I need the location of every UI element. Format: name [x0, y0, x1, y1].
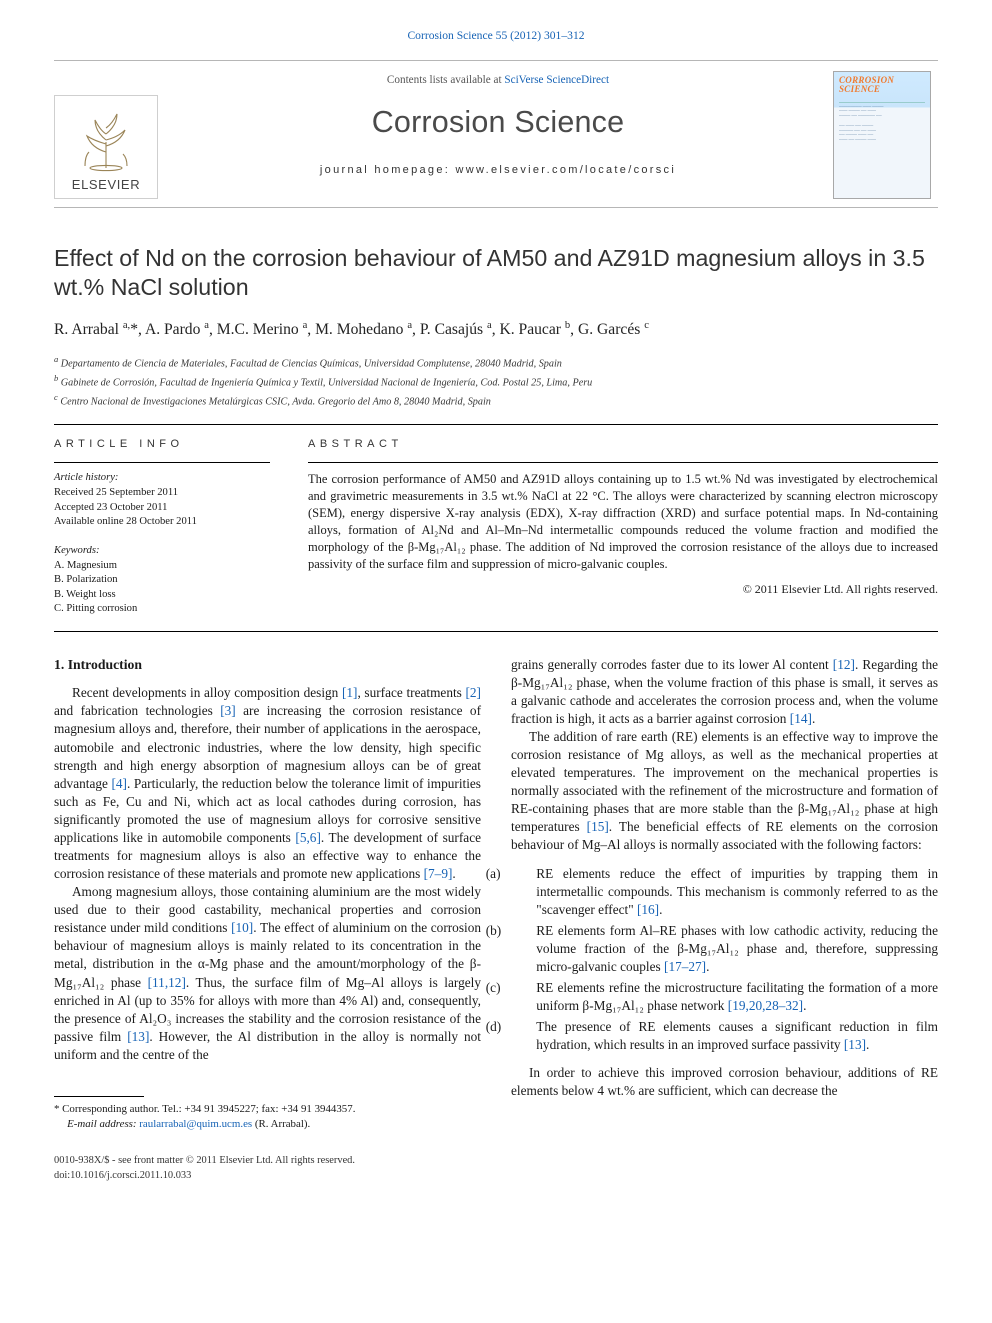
contents-line: Contents lists available at SciVerse Sci…: [180, 73, 816, 88]
history-accepted: Accepted 23 October 2011: [54, 501, 270, 515]
footnote-email: E-mail address: raularrabal@quim.ucm.es …: [54, 1117, 481, 1132]
ref-link[interactable]: [11,12]: [148, 975, 186, 990]
affiliation-a: a Departamento de Ciencia de Materiales,…: [54, 353, 938, 372]
journal-cover-col: CORROSION SCIENCE ──────── ─── ─────── ─…: [826, 71, 938, 199]
ref-link[interactable]: [13]: [844, 1037, 866, 1052]
ref-link[interactable]: [16]: [637, 902, 659, 917]
keyword: B. Polarization: [54, 573, 270, 587]
footer: 0010-938X/$ - see front matter © 2011 El…: [54, 1154, 938, 1182]
front-matter-line: 0010-938X/$ - see front matter © 2011 El…: [54, 1154, 938, 1168]
ref-link[interactable]: [15]: [587, 819, 609, 834]
history-online: Available online 28 October 2011: [54, 515, 270, 529]
para: Among magnesium alloys, those containing…: [54, 883, 481, 1064]
affiliation-b: b Gabinete de Corrosión, Facultad de Ing…: [54, 372, 938, 391]
authors: R. Arrabal a,*, A. Pardo a, M.C. Merino …: [54, 319, 938, 340]
ref-link[interactable]: [2]: [465, 685, 481, 700]
ref-link[interactable]: [7–9]: [424, 866, 453, 881]
ref-link[interactable]: [13]: [127, 1029, 149, 1044]
journal-homepage: journal homepage: www.elsevier.com/locat…: [180, 163, 816, 178]
para: The addition of rare earth (RE) elements…: [511, 728, 938, 855]
ref-link[interactable]: [1]: [342, 685, 358, 700]
abstract-head: ABSTRACT: [308, 437, 938, 452]
abstract-block: ABSTRACT The corrosion performance of AM…: [308, 437, 938, 617]
ref-link[interactable]: [14]: [790, 711, 812, 726]
para: grains generally corrodes faster due to …: [511, 656, 938, 728]
ref-link[interactable]: [3]: [220, 703, 236, 718]
homepage-prefix: journal homepage:: [320, 164, 456, 176]
contents-prefix: Contents lists available at: [387, 74, 504, 86]
affiliations: a Departamento de Ciencia de Materiales,…: [54, 353, 938, 411]
affiliation-c: c Centro Nacional de Investigaciones Met…: [54, 391, 938, 410]
ref-link[interactable]: [19,20,28–32]: [728, 998, 803, 1013]
column-right: grains generally corrodes faster due to …: [511, 656, 938, 1133]
ref-link[interactable]: [17–27]: [664, 959, 706, 974]
doi-line: doi:10.1016/j.corsci.2011.10.033: [54, 1169, 938, 1183]
citation-link[interactable]: Corrosion Science 55 (2012) 301–312: [407, 29, 584, 42]
elsevier-tree-icon: [71, 106, 141, 172]
masthead: ELSEVIER Contents lists available at Sci…: [54, 60, 938, 208]
info-row: ARTICLE INFO Article history: Received 2…: [54, 437, 938, 617]
list-item: (b)RE elements form Al–RE phases with lo…: [536, 922, 938, 976]
rule-top: [54, 424, 938, 425]
list-item: (d)The presence of RE elements causes a …: [536, 1018, 938, 1054]
list-item: (c)RE elements refine the microstructure…: [536, 979, 938, 1015]
article-info-head: ARTICLE INFO: [54, 437, 270, 452]
abstract-text: The corrosion performance of AM50 and AZ…: [308, 471, 938, 573]
ref-link[interactable]: [10]: [231, 920, 253, 935]
publisher-name: ELSEVIER: [72, 176, 140, 194]
para: In order to achieve this improved corros…: [511, 1064, 938, 1100]
homepage-url[interactable]: www.elsevier.com/locate/corsci: [455, 164, 676, 176]
journal-name: Corrosion Science: [180, 102, 816, 143]
publisher-logo: ELSEVIER: [54, 95, 158, 199]
article-info: ARTICLE INFO Article history: Received 2…: [54, 437, 270, 617]
ref-link[interactable]: [12]: [833, 657, 855, 672]
footnote-rule: [54, 1096, 144, 1097]
keywords-label: Keywords:: [54, 544, 270, 558]
corresponding-footnote: * Corresponding author. Tel.: +34 91 394…: [54, 1102, 481, 1133]
keyword: C. Pitting corrosion: [54, 602, 270, 616]
keyword: A. Magnesium: [54, 559, 270, 573]
masthead-center: Contents lists available at SciVerse Sci…: [170, 71, 826, 199]
list-item: (a)RE elements reduce the effect of impu…: [536, 865, 938, 919]
citation-line: Corrosion Science 55 (2012) 301–312: [54, 28, 938, 44]
history-received: Received 25 September 2011: [54, 486, 270, 500]
rule-bottom: [54, 631, 938, 632]
factor-list: (a)RE elements reduce the effect of impu…: [511, 865, 938, 1055]
keyword: B. Weight loss: [54, 588, 270, 602]
sciencedirect-link[interactable]: SciVerse ScienceDirect: [504, 74, 609, 86]
para: Recent developments in alloy composition…: [54, 684, 481, 883]
column-left: 1. Introduction Recent developments in a…: [54, 656, 481, 1133]
article-title: Effect of Nd on the corrosion behaviour …: [54, 244, 938, 303]
history-label: Article history:: [54, 471, 270, 485]
journal-cover: CORROSION SCIENCE ──────── ─── ─────── ─…: [833, 71, 931, 199]
section-head-intro: 1. Introduction: [54, 656, 481, 675]
body-columns: 1. Introduction Recent developments in a…: [54, 656, 938, 1133]
ref-link[interactable]: [5,6]: [295, 830, 320, 845]
email-link[interactable]: raularrabal@quim.ucm.es: [139, 1118, 252, 1130]
ref-link[interactable]: [4]: [111, 776, 127, 791]
publisher-logo-col: ELSEVIER: [54, 71, 170, 199]
cover-title-2: SCIENCE: [839, 85, 925, 94]
footnote-line: * Corresponding author. Tel.: +34 91 394…: [54, 1102, 481, 1117]
copyright: © 2011 Elsevier Ltd. All rights reserved…: [308, 581, 938, 597]
